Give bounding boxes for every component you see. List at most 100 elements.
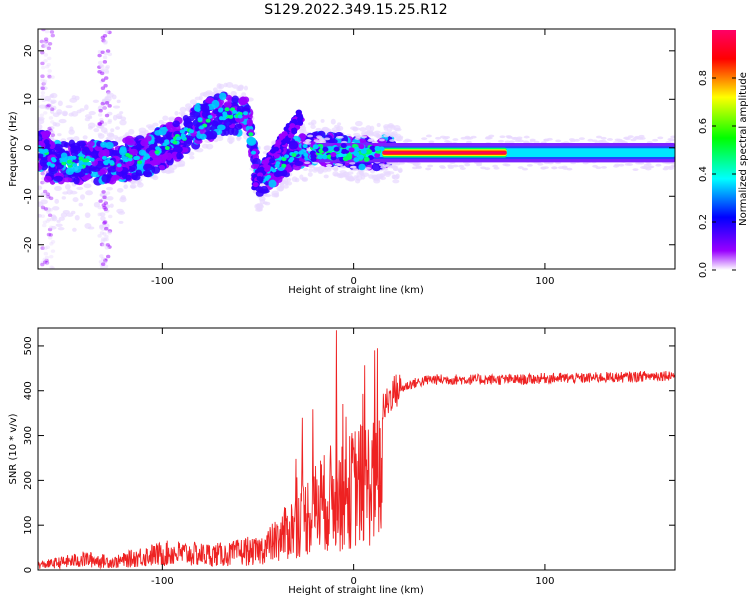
heatmap-cell [158,164,166,171]
heatmap-cell [657,136,664,140]
heatmap-cell [591,139,598,143]
heatmap-cell [40,260,45,265]
heatmap-cell [358,163,366,171]
heatmap-cell [164,139,170,144]
heatmap-cell [176,152,183,160]
x-tick-label: 100 [535,276,554,287]
heatmap-cell [78,156,84,161]
heatmap-cell [467,136,474,140]
heatmap-cell [62,111,68,117]
heatmap-cell [39,39,45,44]
heatmap-cell [307,122,314,126]
heatmap-cell [86,161,92,166]
heatmap-cell [369,125,375,132]
heatmap-cell [43,175,52,183]
heatmap-cell [102,60,108,64]
heatmap-cell [540,166,547,170]
heatmap-cell [230,91,237,97]
heatmap-cell [172,120,180,128]
heatmap-cell [105,204,111,209]
heatmap-cell [459,167,466,170]
heatmap-cell [613,164,620,168]
heatmap-cell [115,113,123,120]
heatmap-cell [345,174,353,180]
heatmap-cell [101,190,106,194]
heatmap-cell [393,168,400,171]
heatmap-cell [285,181,293,186]
heatmap-cell [104,159,110,164]
heatmap-cell [98,199,103,203]
heatmap-cell [40,61,45,66]
heatmap-cell [69,126,74,132]
heatmap-cell [72,227,77,232]
heatmap-cell [293,160,304,167]
colorbar-tick-label: 0.6 [698,118,709,134]
heatmap-cell [164,146,170,151]
heatmap-cell [383,170,391,174]
heatmap-cell [288,140,299,150]
heatmap-cell [386,128,393,133]
heatmap-cell [46,73,51,77]
heatmap-cell [119,146,127,154]
heatmap-cell [40,205,46,210]
heatmap-cell [358,144,365,150]
heatmap-cell [371,132,380,137]
heatmap-cell [48,196,54,201]
heatmap-cell [108,133,115,137]
heatmap-cell [352,168,359,171]
heatmap-cell [84,223,92,229]
heatmap-cell [40,246,45,250]
heatmap-cell [256,207,262,211]
heatmap-cell [208,92,213,96]
heatmap-cell [41,29,46,32]
heatmap-cell [102,221,107,225]
heatmap-cell [485,136,492,139]
heatmap-cell [74,215,80,221]
heatmap-cell [315,127,322,132]
heatmap-cell [298,150,304,155]
heatmap-cell [361,135,368,139]
heatmap-cell [332,167,339,171]
heatmap-cell [379,173,386,178]
heatmap-cell [124,135,135,144]
heatmap-cell [104,101,110,105]
heatmap-cell [342,156,349,162]
heatmap-cell [101,106,107,110]
heatmap-cell [378,138,385,142]
heatmap-cell [219,92,227,101]
heatmap-cell [38,153,44,159]
heatmap-cell [43,207,49,211]
heatmap-cell [168,117,175,122]
heatmap-cell [53,175,64,182]
heatmap-cell [128,128,135,135]
heatmap-cell [66,212,74,217]
heatmap-cell [162,115,169,121]
heatmap-cell [40,214,46,218]
colorbar: 0.0 0.2 0.4 0.6 0.8 Normalized spectral ampl… [698,30,749,278]
snr-axes: -100 0 100 0 100 200 300 400 500 [23,328,675,587]
heatmap-cell [499,135,506,139]
heatmap-cell [72,145,81,155]
heatmap-cell [45,219,50,223]
heatmap-cell [40,86,46,91]
heatmap-cell [291,127,298,133]
snr-ylabel: SNR (10 * v/v) [8,413,19,484]
heatmap-cell [140,139,149,147]
heatmap-cell [41,65,46,70]
heatmap-cell [38,145,42,150]
heatmap-cell [252,182,259,188]
heatmap-cell [72,197,79,203]
heatmap-cell [302,141,309,145]
heatmap-cell [357,154,364,160]
heatmap-cell [236,87,242,92]
heatmap-cell [413,163,420,167]
heatmap-cell [374,146,381,152]
heatmap-cell [102,55,108,60]
heatmap-cell [100,86,106,91]
heatmap-cell [243,111,249,116]
heatmap-cell [316,135,323,139]
heatmap-cell [46,62,51,67]
heatmap-cell [44,106,49,110]
heatmap-cell [355,120,363,127]
